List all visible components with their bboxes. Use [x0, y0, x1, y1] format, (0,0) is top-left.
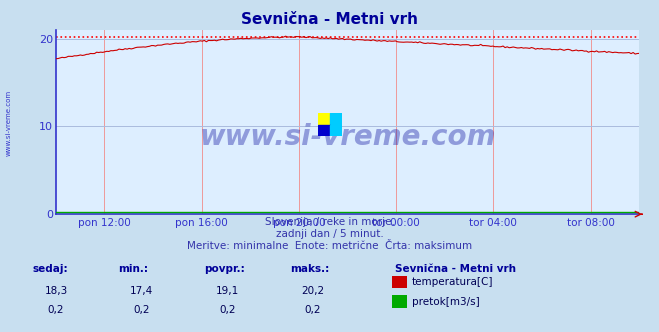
Text: temperatura[C]: temperatura[C] — [412, 277, 494, 287]
Text: maks.:: maks.: — [290, 264, 330, 274]
Text: pretok[m3/s]: pretok[m3/s] — [412, 297, 480, 307]
Text: min.:: min.: — [119, 264, 149, 274]
Bar — [330, 124, 342, 136]
Text: sedaj:: sedaj: — [33, 264, 69, 274]
Bar — [330, 113, 342, 124]
Text: www.si-vreme.com: www.si-vreme.com — [5, 90, 12, 156]
Text: 0,2: 0,2 — [219, 305, 236, 315]
Text: zadnji dan / 5 minut.: zadnji dan / 5 minut. — [275, 229, 384, 239]
Text: povpr.:: povpr.: — [204, 264, 245, 274]
Text: 20,2: 20,2 — [301, 286, 325, 295]
Text: Sevnična - Metni vrh: Sevnična - Metni vrh — [241, 12, 418, 27]
Text: 17,4: 17,4 — [130, 286, 154, 295]
Text: 18,3: 18,3 — [44, 286, 68, 295]
Text: Meritve: minimalne  Enote: metrične  Črta: maksimum: Meritve: minimalne Enote: metrične Črta:… — [187, 241, 472, 251]
Text: 19,1: 19,1 — [215, 286, 239, 295]
Bar — [318, 113, 330, 124]
Text: 0,2: 0,2 — [47, 305, 65, 315]
Text: www.si-vreme.com: www.si-vreme.com — [200, 123, 496, 151]
Text: 0,2: 0,2 — [304, 305, 322, 315]
Text: Sevnična - Metni vrh: Sevnična - Metni vrh — [395, 264, 517, 274]
Bar — [318, 124, 330, 136]
Text: Slovenija / reke in morje.: Slovenija / reke in morje. — [264, 217, 395, 227]
Text: 0,2: 0,2 — [133, 305, 150, 315]
